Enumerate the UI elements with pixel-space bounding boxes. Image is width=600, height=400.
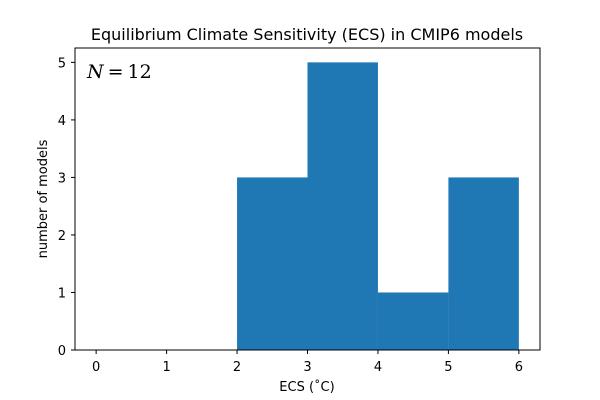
sample-size-relation: =	[108, 61, 124, 83]
y-tick-label: 5	[58, 56, 66, 71]
y-tick-label: 4	[58, 114, 66, 129]
x-tick-label: 2	[233, 360, 241, 375]
x-axis-ticks: 0 1 2 3 4 5 6	[92, 350, 523, 375]
sample-size-annotation: N = 12	[86, 61, 152, 83]
histogram-bar	[237, 177, 308, 350]
x-tick-label: 1	[162, 360, 170, 375]
y-tick-label: 1	[58, 286, 66, 301]
x-tick-label: 4	[374, 360, 382, 375]
histogram-bar	[307, 62, 378, 350]
chart-title: Equilibrium Climate Sensitivity (ECS) in…	[91, 25, 523, 44]
y-tick-label: 3	[58, 171, 66, 186]
y-tick-label: 2	[58, 229, 66, 244]
sample-size-variable: N	[86, 61, 105, 83]
histogram-bar	[448, 177, 519, 350]
y-axis-label: number of models	[36, 139, 51, 258]
histogram-bar	[377, 292, 449, 350]
x-tick-label: 3	[303, 360, 311, 375]
x-tick-label: 5	[444, 360, 452, 375]
x-tick-label: 0	[92, 360, 100, 375]
x-tick-label: 6	[515, 360, 523, 375]
sample-size-value: 12	[128, 61, 152, 83]
x-axis-label: ECS (˚C)	[279, 379, 334, 395]
y-tick-label: 0	[58, 344, 66, 359]
histogram-bars	[237, 62, 519, 350]
y-axis-ticks: 0 1 2 3 4 5	[58, 56, 75, 359]
